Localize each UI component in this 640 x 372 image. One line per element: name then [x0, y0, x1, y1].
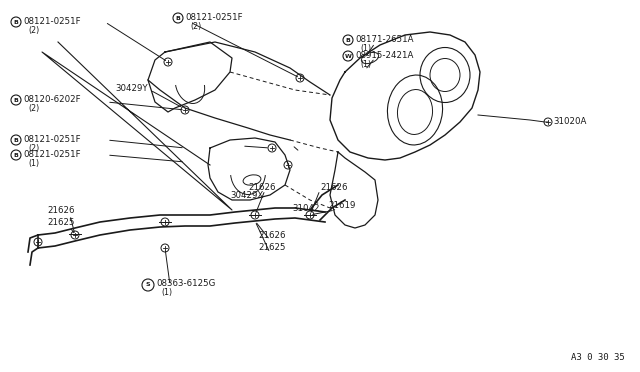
- Text: 30429X: 30429X: [230, 190, 263, 199]
- Text: (1): (1): [28, 158, 39, 167]
- Text: 21619: 21619: [328, 201, 355, 209]
- Text: B: B: [13, 153, 19, 157]
- Text: (1): (1): [360, 44, 371, 52]
- Text: B: B: [13, 138, 19, 142]
- Text: 08121-0251F: 08121-0251F: [23, 135, 81, 144]
- Text: (1): (1): [161, 289, 172, 298]
- Text: 21626: 21626: [258, 231, 285, 240]
- Text: 08121-0251F: 08121-0251F: [23, 150, 81, 158]
- Text: B: B: [175, 16, 180, 20]
- Text: 31020A: 31020A: [553, 116, 586, 125]
- Text: (2): (2): [28, 144, 39, 153]
- Text: (2): (2): [28, 26, 39, 35]
- Text: 08171-2651A: 08171-2651A: [355, 35, 413, 44]
- Text: 08121-0251F: 08121-0251F: [23, 16, 81, 26]
- Text: 08120-6202F: 08120-6202F: [23, 94, 81, 103]
- Text: 21626: 21626: [47, 205, 74, 215]
- Text: (2): (2): [28, 103, 39, 112]
- Text: W: W: [344, 54, 351, 58]
- Text: 21626: 21626: [320, 183, 348, 192]
- Text: B: B: [13, 97, 19, 103]
- Text: B: B: [13, 19, 19, 25]
- Text: 31042: 31042: [292, 203, 319, 212]
- Text: 08363-6125G: 08363-6125G: [156, 279, 216, 289]
- Text: 21625: 21625: [258, 243, 285, 251]
- Text: B: B: [346, 38, 351, 42]
- Text: 08121-0251F: 08121-0251F: [185, 13, 243, 22]
- Text: (2): (2): [190, 22, 201, 31]
- Text: 21626: 21626: [248, 183, 275, 192]
- Text: 30429Y: 30429Y: [115, 83, 148, 93]
- Text: (1): (1): [360, 60, 371, 68]
- Text: S: S: [146, 282, 150, 288]
- Text: A3 0 30 35: A3 0 30 35: [572, 353, 625, 362]
- Text: 08915-2421A: 08915-2421A: [355, 51, 413, 60]
- Text: 21625: 21625: [47, 218, 74, 227]
